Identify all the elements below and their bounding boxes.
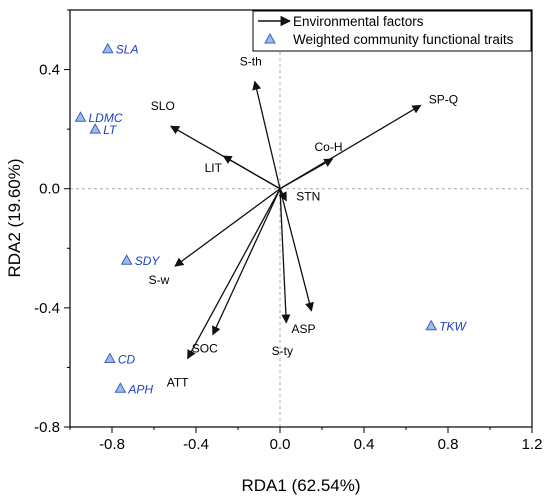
env-arrow-s-w bbox=[174, 188, 281, 267]
env-label-stn: STN bbox=[296, 190, 320, 204]
env-label-s-ty: S-ty bbox=[272, 344, 293, 358]
trait-marker-lt bbox=[89, 123, 102, 134]
env-label-co-h: Co-H bbox=[314, 140, 342, 154]
trait-label-lt: LT bbox=[103, 123, 118, 137]
y-tick-label: 0.0 bbox=[39, 181, 60, 198]
env-arrow-asp bbox=[279, 188, 314, 312]
x-tick-label: 1.2 bbox=[522, 436, 543, 453]
trait-marker-sdy bbox=[120, 254, 133, 265]
env-label-att: ATT bbox=[167, 375, 189, 389]
x-tick-label: -0.4 bbox=[183, 436, 209, 453]
env-label-lit: LIT bbox=[205, 161, 223, 175]
x-tick-label: 0.0 bbox=[270, 436, 291, 453]
y-axis-label: RDA2 (19.60%) bbox=[5, 158, 24, 277]
env-arrow-lit bbox=[222, 155, 281, 190]
legend-label-environmental-factors: Environmental factors bbox=[293, 14, 424, 29]
env-label-asp: ASP bbox=[291, 322, 315, 336]
env-label-slo: SLO bbox=[151, 99, 175, 113]
trait-label-sla: SLA bbox=[116, 43, 139, 57]
legend-triangle-icon bbox=[264, 32, 276, 44]
trait-marker-ldmc bbox=[74, 111, 87, 122]
env-arrow-s-th bbox=[252, 80, 281, 189]
zero-reference-lines bbox=[70, 10, 532, 427]
plot-frame bbox=[69, 9, 533, 428]
trait-label-cd: CD bbox=[118, 352, 136, 366]
y-tick-label: 0.4 bbox=[39, 62, 60, 79]
env-arrow-att bbox=[187, 188, 281, 360]
env-label-sp-q: SP-Q bbox=[429, 92, 458, 106]
env-arrow-s-ty bbox=[279, 188, 291, 324]
trait-marker-sla bbox=[101, 42, 114, 54]
x-tick-label: -0.8 bbox=[99, 436, 125, 453]
y-tick-label: -0.8 bbox=[34, 419, 60, 436]
x-tick-label: 0.8 bbox=[438, 436, 459, 453]
x-tick-label: 0.4 bbox=[354, 436, 375, 453]
env-arrow-soc bbox=[212, 188, 281, 336]
y-tick-label: -0.4 bbox=[34, 300, 60, 317]
legend: Environmental factors Weighted community… bbox=[252, 10, 532, 52]
trait-label-tkw: TKW bbox=[439, 320, 467, 334]
env-arrow-co-h bbox=[279, 158, 334, 190]
trait-label-sdy: SDY bbox=[135, 254, 161, 268]
trait-marker-aph bbox=[114, 382, 127, 393]
y-axis-ticks: -0.8 -0.4 0.0 0.4 bbox=[34, 9, 70, 436]
legend-label-functional-traits: Weighted community functional traits bbox=[293, 32, 514, 47]
trait-label-aph: APH bbox=[127, 382, 153, 396]
x-axis-ticks: -0.8 -0.4 0.0 0.4 0.8 1.2 bbox=[69, 427, 543, 453]
env-label-soc: SOC bbox=[192, 342, 218, 356]
env-label-s-w: S-w bbox=[149, 273, 170, 287]
environmental-factor-arrows: SP-Q Co-H S-th SLO LIT STN S-w ASP S-ty SOC ATT bbox=[149, 54, 458, 389]
trait-marker-cd bbox=[104, 352, 116, 363]
env-label-s-th: S-th bbox=[240, 54, 262, 68]
trait-marker-tkw bbox=[425, 319, 438, 331]
trait-label-ldmc: LDMC bbox=[89, 111, 123, 125]
x-axis-label: RDA1 (62.54%) bbox=[241, 476, 360, 495]
legend-box bbox=[252, 10, 532, 52]
